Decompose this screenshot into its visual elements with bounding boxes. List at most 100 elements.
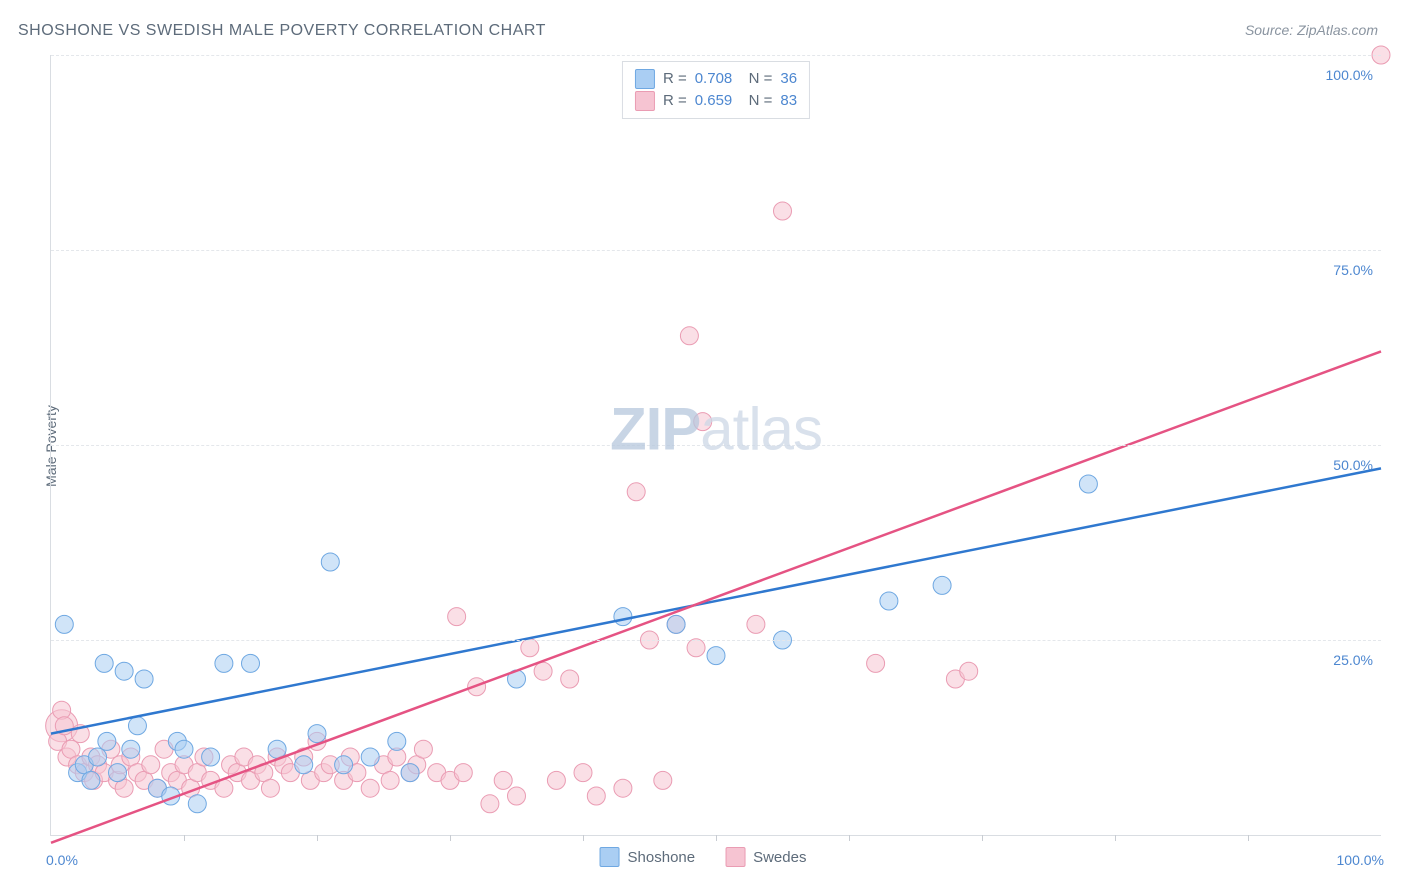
- scatter-point: [614, 779, 632, 797]
- scatter-point: [122, 740, 140, 758]
- n-value-swedes: 83: [780, 90, 797, 112]
- scatter-point: [680, 327, 698, 345]
- scatter-point: [547, 771, 565, 789]
- scatter-point: [1079, 475, 1097, 493]
- r-label: R =: [663, 90, 687, 112]
- n-value-shoshone: 36: [780, 68, 797, 90]
- scatter-point: [627, 483, 645, 501]
- swatch-icon: [600, 847, 620, 867]
- x-tick: [716, 835, 717, 841]
- scatter-point: [774, 202, 792, 220]
- legend-row-swedes: R = 0.659 N = 83: [635, 90, 797, 112]
- scatter-point: [109, 764, 127, 782]
- gridline: [51, 445, 1381, 446]
- scatter-point: [188, 795, 206, 813]
- y-tick-label: 100.0%: [1326, 67, 1373, 83]
- scatter-point: [295, 756, 313, 774]
- legend-row-shoshone: R = 0.708 N = 36: [635, 68, 797, 90]
- scatter-point: [82, 771, 100, 789]
- scatter-point: [454, 764, 472, 782]
- scatter-point: [55, 615, 73, 633]
- scatter-point: [268, 740, 286, 758]
- scatter-point: [202, 748, 220, 766]
- legend-item: Shoshone: [600, 847, 696, 867]
- n-label: N =: [740, 90, 772, 112]
- source-attribution: Source: ZipAtlas.com: [1245, 22, 1378, 38]
- legend-item: Swedes: [725, 847, 806, 867]
- scatter-point: [53, 701, 71, 719]
- n-label: N =: [740, 68, 772, 90]
- correlation-legend: R = 0.708 N = 36 R = 0.659 N = 83: [622, 61, 810, 119]
- scatter-point: [481, 795, 499, 813]
- x-tick: [1115, 835, 1116, 841]
- legend-label: Swedes: [753, 849, 806, 866]
- scatter-point: [142, 756, 160, 774]
- swatch-icon: [725, 847, 745, 867]
- gridline: [51, 55, 1381, 56]
- r-label: R =: [663, 68, 687, 90]
- swatch-shoshone: [635, 69, 655, 89]
- x-tick: [583, 835, 584, 841]
- legend-label: Shoshone: [628, 849, 696, 866]
- scatter-point: [521, 639, 539, 657]
- x-tick: [982, 835, 983, 841]
- x-min-label: 0.0%: [46, 852, 78, 868]
- scatter-point: [89, 748, 107, 766]
- r-value-swedes: 0.659: [695, 90, 733, 112]
- scatter-point: [401, 764, 419, 782]
- x-tick: [1248, 835, 1249, 841]
- scatter-point: [242, 654, 260, 672]
- chart-title: SHOSHONE VS SWEDISH MALE POVERTY CORRELA…: [18, 22, 546, 40]
- series-legend: Shoshone Swedes: [600, 847, 807, 867]
- scatter-point: [534, 662, 552, 680]
- scatter-point: [95, 654, 113, 672]
- scatter-point: [128, 717, 146, 735]
- scatter-point: [574, 764, 592, 782]
- scatter-point: [687, 639, 705, 657]
- scatter-point: [135, 670, 153, 688]
- x-tick: [184, 835, 185, 841]
- scatter-point: [261, 779, 279, 797]
- scatter-point: [694, 413, 712, 431]
- scatter-point: [388, 732, 406, 750]
- scatter-point: [614, 608, 632, 626]
- scatter-point: [494, 771, 512, 789]
- scatter-point: [381, 771, 399, 789]
- scatter-point: [707, 647, 725, 665]
- scatter-point: [587, 787, 605, 805]
- scatter-point: [321, 553, 339, 571]
- scatter-point: [561, 670, 579, 688]
- plot-area: ZIPatlas R = 0.708 N = 36 R = 0.659 N = …: [50, 55, 1381, 836]
- scatter-point: [335, 756, 353, 774]
- scatter-point: [98, 732, 116, 750]
- scatter-point: [414, 740, 432, 758]
- x-tick: [849, 835, 850, 841]
- scatter-point: [361, 779, 379, 797]
- scatter-point: [308, 725, 326, 743]
- scatter-point: [508, 787, 526, 805]
- scatter-point: [654, 771, 672, 789]
- gridline: [51, 250, 1381, 251]
- swatch-swedes: [635, 91, 655, 111]
- scatter-point: [667, 615, 685, 633]
- y-tick-label: 75.0%: [1333, 262, 1373, 278]
- x-tick: [317, 835, 318, 841]
- trend-line: [51, 351, 1381, 842]
- scatter-point: [933, 576, 951, 594]
- y-tick-label: 50.0%: [1333, 457, 1373, 473]
- scatter-point: [448, 608, 466, 626]
- scatter-point: [960, 662, 978, 680]
- gridline: [51, 640, 1381, 641]
- x-tick: [450, 835, 451, 841]
- scatter-point: [175, 740, 193, 758]
- scatter-point: [361, 748, 379, 766]
- scatter-point: [747, 615, 765, 633]
- scatter-point: [215, 654, 233, 672]
- scatter-point: [867, 654, 885, 672]
- scatter-point: [880, 592, 898, 610]
- y-tick-label: 25.0%: [1333, 652, 1373, 668]
- scatter-point: [115, 662, 133, 680]
- r-value-shoshone: 0.708: [695, 68, 733, 90]
- trend-line: [51, 468, 1381, 733]
- x-max-label: 100.0%: [1337, 852, 1384, 868]
